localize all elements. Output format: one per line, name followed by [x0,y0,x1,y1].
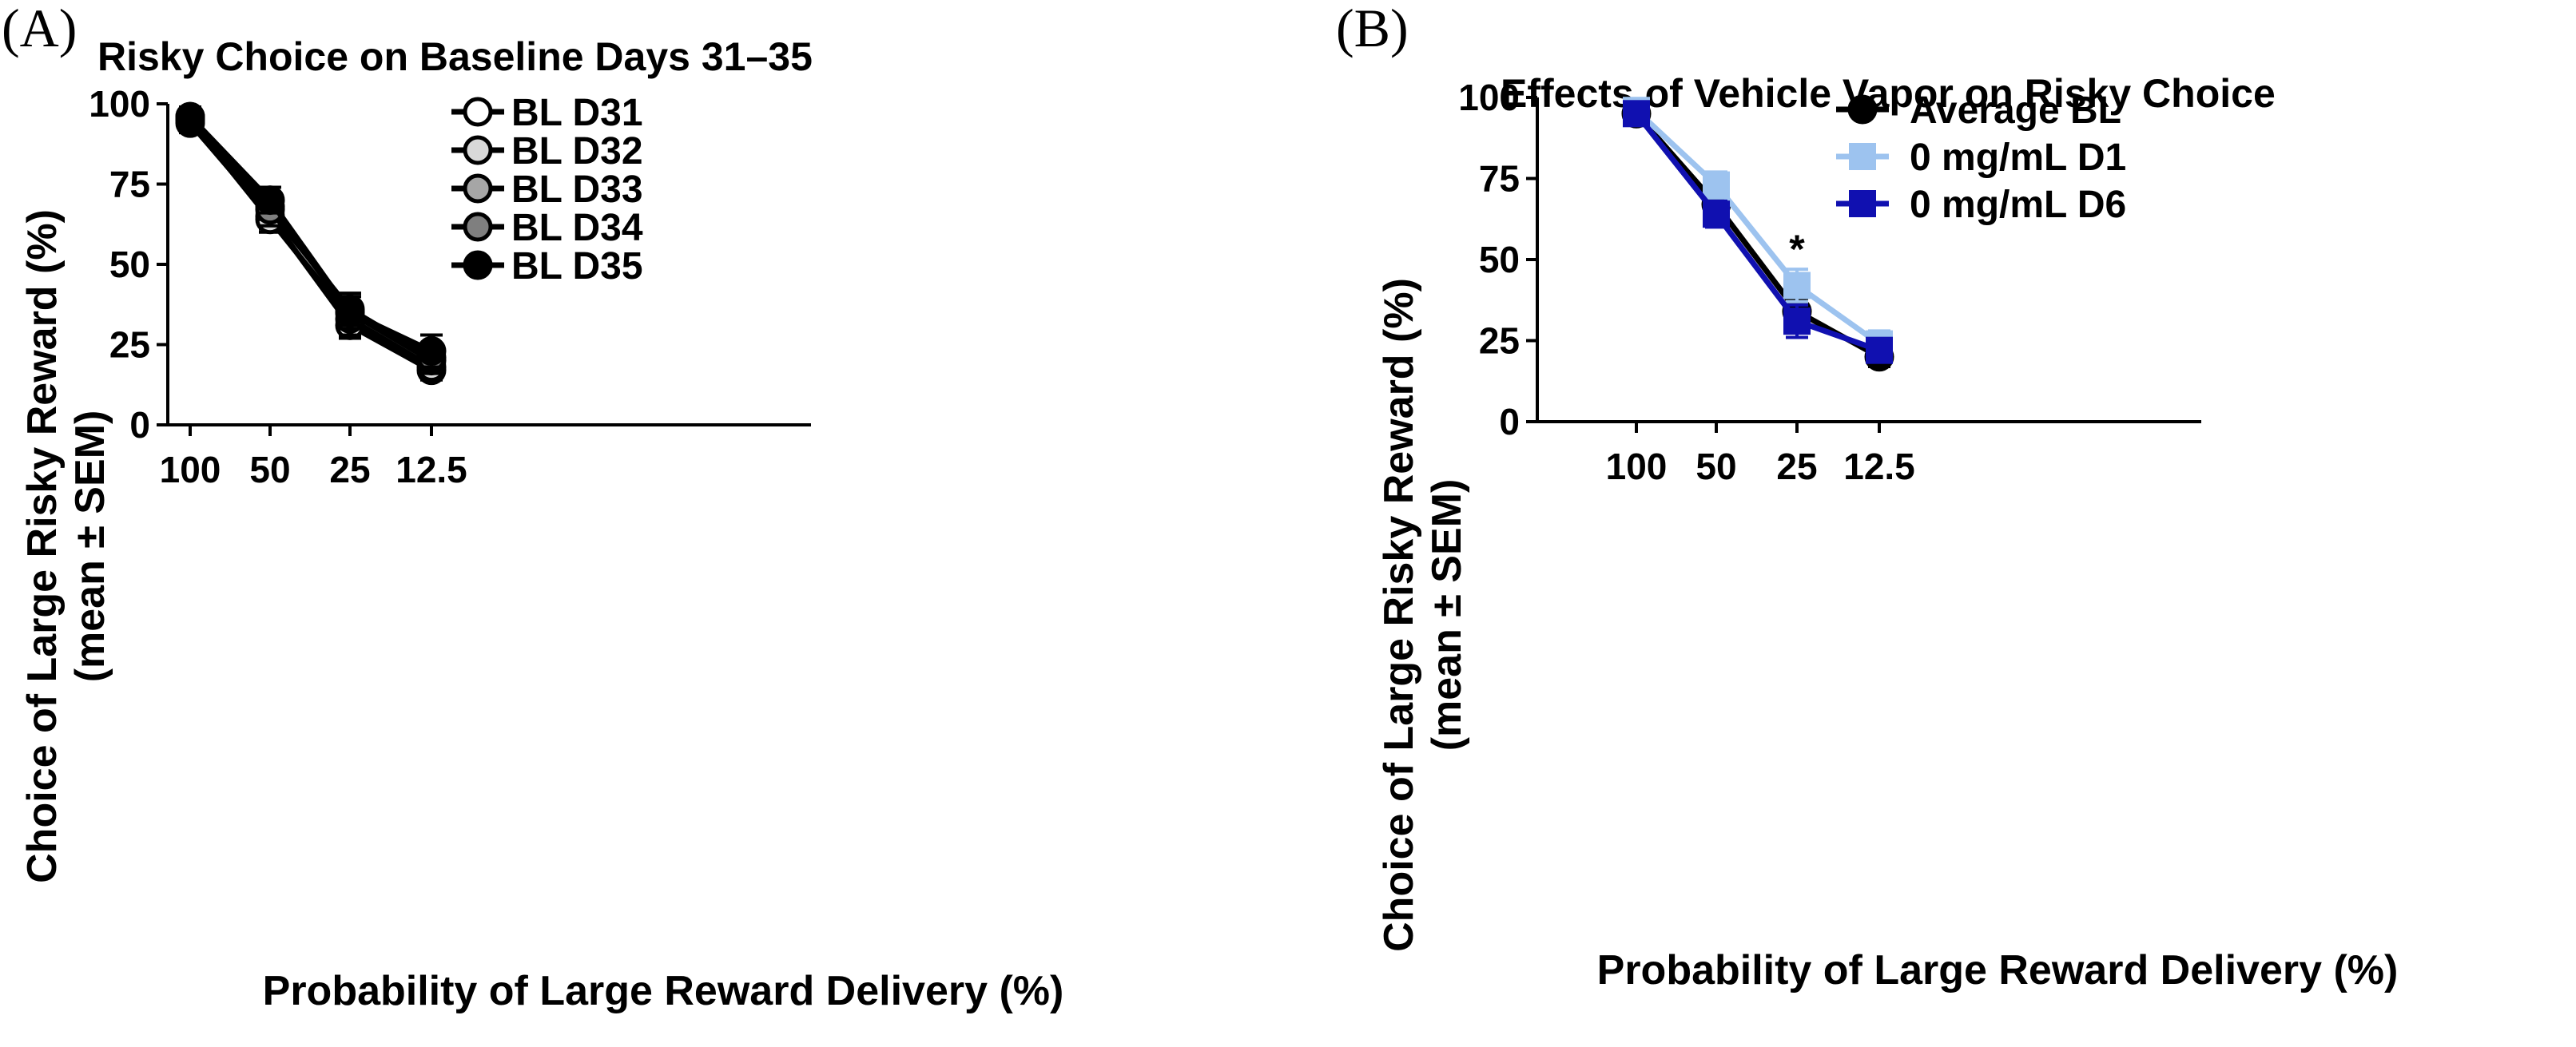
panel-a-legend-entry: BL D34 [451,207,643,249]
panel-b-x-axis-label: Probability of Large Reward Delivery (%) [1597,947,2399,993]
panel-b-y-axis-label-line2: (mean ± SEM) [1424,479,1470,752]
panel-a-series-line [188,117,433,370]
panel-a-y-axis-label-line2: (mean ± SEM) [67,410,113,683]
panel-b-data-point [1783,272,1811,299]
panel-a-legend-label: BL D31 [511,92,643,134]
panel-a-legend-label: BL D35 [511,245,643,288]
panel-a-y-axis-label-line1: Choice of Large Risky Reward (%) [19,209,66,883]
panel-b-series-2 [1623,97,1893,359]
panel-a-title: Risky Choice on Baseline Days 31–35 [97,34,813,79]
panel-a-axes: 0 25 50 75 100 100 50 25 12.5 [89,83,811,490]
panel-b-legend: Average BL 0 mg/mL D1 0 mg/mL D6 [1836,89,2126,226]
panel-a-legend-marker [463,250,493,280]
panel-a-x-tick-label: 50 [249,449,290,490]
panel-a-data-point [335,297,365,327]
panel-a-data-point [175,101,205,132]
panel-b-data-point [1703,200,1730,228]
panel-b-y-tick-label: 50 [1479,239,1520,280]
panel-b-legend-entry: 0 mg/mL D6 [1836,184,2126,226]
panel-a-legend-marker [463,212,493,242]
panel-b-x-tick-label: 100 [1606,446,1668,487]
panel-b-data-point [1623,100,1650,128]
panel-b-legend-entry: 0 mg/mL D1 [1836,137,2126,179]
panel-b-y-tick-label: 25 [1479,320,1520,362]
panel-b-x-tick-label: 12.5 [1843,446,1915,487]
panel-a-y-tick-label: 25 [109,324,150,366]
panel-a-y-tick-label: 75 [109,164,150,205]
panel-b-series-line [1634,108,1882,347]
panel-b-legend-label: 0 mg/mL D1 [1910,137,2126,179]
panel-b-data-point [1783,307,1811,335]
panel-b-data-point [1866,336,1893,364]
panel-a-y-tick-label: 50 [109,244,150,285]
panel-b-legend-marker [1847,94,1878,125]
panel-a-data-point [255,185,285,216]
panel-b-y-tick-label: 100 [1458,77,1520,118]
panel-a-x-tick-label: 100 [160,449,221,490]
panel-a-x-tick-label: 12.5 [396,449,467,490]
panel-a-legend-marker [463,135,493,165]
panel-b-axes: 0 25 50 75 100 100 50 25 12.5 [1458,77,2201,487]
panel-a-legend-label: BL D32 [511,130,643,173]
panel-b-chart: (B) Effects of Vehicle Vapor on Risky Ch… [1336,0,2398,993]
panel-a-legend-entry: BL D33 [451,169,643,211]
panel-a-legend-entry: BL D32 [451,130,643,173]
panel-b-x-tick-label: 25 [1776,446,1817,487]
panel-b-x-tick-label: 50 [1695,446,1736,487]
panel-a-legend-marker [463,97,493,127]
panel-a-y-tick-label: 0 [129,404,150,446]
panel-b-series [1621,97,1894,372]
panel-b-legend-label: Average BL [1910,89,2121,132]
panel-b-y-tick-label: 0 [1499,401,1520,442]
panel-a-y-tick-label: 100 [89,83,150,125]
panel-b-legend-entry: Average BL [1836,89,2121,132]
panel-b-y-axis-label-line1: Choice of Large Risky Reward (%) [1376,278,1422,952]
panel-b-legend-marker [1849,190,1876,217]
panel-b-data-point [1703,171,1730,199]
panel-b-label: (B) [1336,0,1409,58]
panel-b-legend-marker [1849,143,1876,170]
panel-b-annotations: * [1789,227,1805,272]
panel-a-legend-marker [463,173,493,204]
panel-a-x-axis-label: Probability of Large Reward Delivery (%) [263,968,1064,1014]
panel-a-x-tick-label: 25 [329,449,370,490]
panel-b-significance-star: * [1789,227,1805,272]
panel-a-label: (A) [2,0,77,58]
panel-a-series-5 [175,101,447,369]
panel-a-legend-entry: BL D31 [451,92,643,134]
panel-a-data-point [416,336,447,367]
panel-b-series-line [1634,112,1881,353]
panel-a-legend-label: BL D34 [511,207,643,249]
panel-b-series-3 [1623,100,1893,364]
panel-a-legend-entry: BL D35 [451,245,643,288]
panel-b-y-tick-label: 75 [1479,158,1520,200]
panel-a-legend-label: BL D33 [511,169,643,211]
panel-a-series-line [188,114,433,354]
panel-a-chart: (A) Risky Choice on Baseline Days 31–35 … [2,0,1063,1014]
panel-a-series [175,101,447,386]
panel-b-legend-label: 0 mg/mL D6 [1910,184,2126,226]
